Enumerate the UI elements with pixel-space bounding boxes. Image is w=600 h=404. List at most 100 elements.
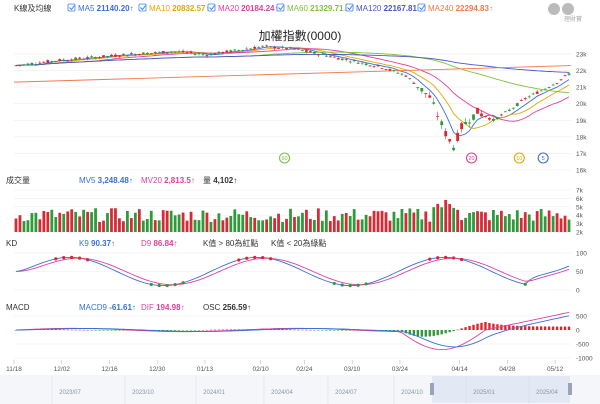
volume-bar <box>14 218 18 232</box>
ma-toggle-checkbox[interactable] <box>207 3 216 12</box>
osc-bar <box>70 329 73 331</box>
volume-bar <box>440 207 444 232</box>
candle <box>34 64 38 65</box>
candle <box>58 59 62 62</box>
navigator-selection[interactable] <box>432 376 570 403</box>
volume-bar <box>145 219 149 232</box>
candle <box>233 49 237 51</box>
volume-bar <box>488 220 491 232</box>
candle <box>428 95 432 98</box>
ma-toggle-checkbox[interactable] <box>276 3 285 12</box>
navigator-label: 2023/07 <box>59 390 81 396</box>
osc-bar <box>281 329 284 330</box>
volume-bar <box>193 219 197 232</box>
candle <box>547 87 551 89</box>
candle <box>122 53 125 55</box>
navigator-label: 2025/01 <box>473 390 495 396</box>
volume-bar <box>58 212 62 232</box>
candle <box>476 107 479 114</box>
candle <box>456 132 460 141</box>
volume-bar <box>125 210 129 232</box>
candle <box>531 93 535 95</box>
volume-bar <box>74 211 78 232</box>
candle <box>293 48 296 50</box>
candle <box>503 111 507 113</box>
osc-bar <box>321 330 324 331</box>
candle <box>22 64 26 66</box>
candle <box>229 50 233 53</box>
candle <box>261 45 265 47</box>
volume-bar <box>507 214 511 232</box>
osc-bar <box>162 330 165 331</box>
osc-bar <box>217 329 221 331</box>
volume-bar <box>388 220 392 232</box>
volume-bar <box>332 216 336 232</box>
volume-bar <box>480 211 483 232</box>
kd-green-dot <box>165 283 169 288</box>
osc-bar <box>221 329 225 331</box>
osc-bar <box>516 325 519 330</box>
volume-bar <box>448 204 452 232</box>
candle <box>432 102 436 104</box>
candle <box>38 62 42 64</box>
osc-bar <box>289 329 292 331</box>
candle <box>114 54 117 57</box>
candle <box>567 73 571 75</box>
osc-bar <box>388 330 392 331</box>
osc-bar <box>62 329 65 331</box>
y-tick-label: 2k <box>576 230 584 237</box>
ma-marker-label: 5 <box>542 156 545 162</box>
osc-bar <box>444 330 447 334</box>
ma-toggle-checkbox[interactable] <box>417 3 426 12</box>
candle <box>464 122 467 125</box>
osc-bar <box>392 330 396 331</box>
volume-bar <box>281 221 284 232</box>
legend-item: MV20 2,813.5↑ <box>141 176 195 185</box>
candle <box>189 51 193 53</box>
ma-toggle-checkbox[interactable] <box>138 3 147 12</box>
volume-bar <box>185 220 189 232</box>
ma-toggle-checkbox[interactable] <box>345 3 354 12</box>
osc-bar <box>400 330 404 332</box>
volume-bar <box>348 215 352 232</box>
ma-toggle-checkbox[interactable] <box>67 3 76 12</box>
y-tick-label: 0 <box>576 288 580 295</box>
x-tick-label: 05/12 <box>547 366 564 373</box>
osc-bar <box>567 326 571 330</box>
ma-label: MA20 20184.24↑ <box>218 4 279 13</box>
volume-bar <box>293 217 296 232</box>
osc-bar <box>197 330 201 331</box>
volume-bar <box>376 211 380 232</box>
osc-bar <box>209 329 213 331</box>
navigator-right-handle[interactable] <box>568 383 572 395</box>
osc-bar <box>456 329 459 331</box>
candle <box>480 113 483 117</box>
volume-bar <box>404 213 408 232</box>
candle <box>364 63 368 65</box>
osc-bar <box>500 324 503 330</box>
osc-bar <box>102 330 105 331</box>
candle <box>356 62 360 64</box>
osc-bar <box>50 329 53 331</box>
candle <box>420 88 424 92</box>
volume-bar <box>229 215 233 232</box>
osc-bar <box>396 330 400 331</box>
watermark-logo: 理財寶 <box>548 3 582 23</box>
navigator-label: 2025/04 <box>536 390 558 396</box>
volume-bar <box>181 212 185 232</box>
volume-bar <box>567 219 571 232</box>
navigator-left-handle[interactable] <box>430 383 434 395</box>
osc-bar <box>273 329 276 330</box>
volume-bar <box>241 214 245 232</box>
x-tick-label: 12/02 <box>54 366 71 373</box>
legend-value: 2,813.5↑ <box>164 176 195 185</box>
osc-bar <box>539 326 543 330</box>
candle <box>209 53 213 56</box>
candle <box>277 48 280 49</box>
candle <box>253 46 257 49</box>
volume-bar <box>46 212 50 232</box>
candle <box>519 100 523 101</box>
navigator[interactable]: 2023/07 2023/10 2024/01 2024/04 2024/07 2024/… <box>0 375 600 404</box>
volume-bar <box>26 220 30 232</box>
